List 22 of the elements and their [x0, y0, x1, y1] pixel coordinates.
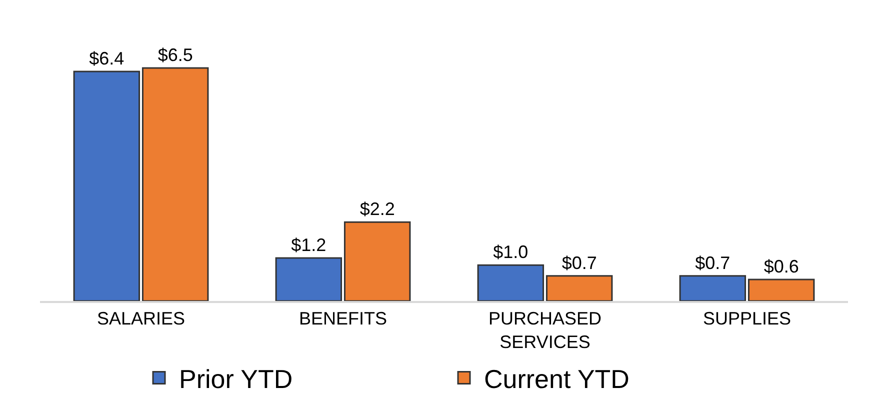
- bar: [679, 275, 746, 301]
- data-label: $0.7: [695, 252, 730, 273]
- bar: [73, 70, 140, 301]
- data-label: $2.2: [360, 199, 395, 220]
- x-tick-label: BENEFITS: [298, 308, 388, 328]
- data-label: $1.2: [291, 234, 326, 255]
- x-tick-label: SUPPLIES: [702, 308, 792, 328]
- bar: [275, 257, 342, 301]
- bar: [748, 278, 815, 301]
- bar: [477, 264, 544, 301]
- data-label: $0.7: [562, 252, 597, 273]
- x-tick-label: SALARIES: [96, 308, 186, 328]
- data-label: $6.5: [158, 44, 193, 65]
- bar: [344, 221, 411, 301]
- data-label: $0.6: [764, 256, 799, 276]
- data-label: $1.0: [493, 242, 528, 262]
- legend-label: Prior YTD: [179, 364, 293, 394]
- bar: [142, 67, 209, 301]
- data-label: $6.4: [89, 48, 124, 69]
- legend-label: Current YTD: [484, 364, 630, 394]
- bar: [546, 275, 613, 301]
- x-tick-label: PURCHASED SERVICES: [488, 308, 602, 352]
